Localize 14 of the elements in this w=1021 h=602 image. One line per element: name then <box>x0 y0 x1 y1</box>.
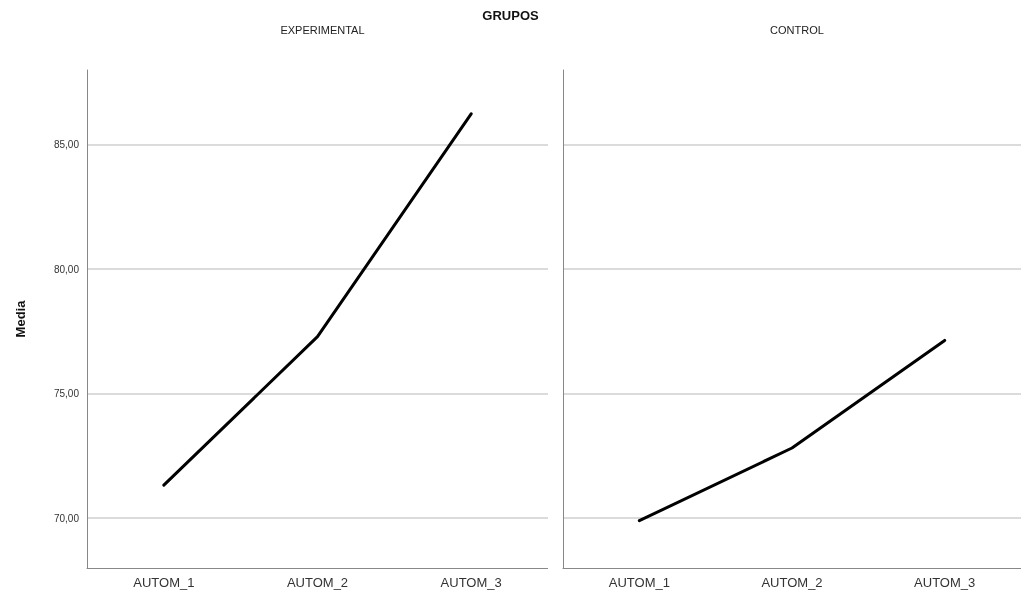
y-tick-label: 80,00 <box>53 263 80 275</box>
x-tick-label: AUTOM_2 <box>761 575 823 590</box>
x-tick-label: AUTOM_3 <box>914 575 976 590</box>
y-axis-title: Media <box>13 299 28 338</box>
x-tick-label: AUTOM_1 <box>608 575 670 590</box>
y-tick-label: 75,00 <box>53 388 80 400</box>
chart-title: CONTROL <box>770 23 824 36</box>
text: GRUPOS <box>481 8 540 23</box>
y-tick-label: 85,00 <box>53 139 80 151</box>
x-tick-label: AUTOM_3 <box>440 575 502 590</box>
chart-title: EXPERIMENTAL <box>280 23 365 36</box>
x-tick-label: AUTOM_2 <box>286 575 349 590</box>
y-tick-label: 70,00 <box>53 512 80 524</box>
x-tick-label: AUTOM_1 <box>133 575 195 590</box>
